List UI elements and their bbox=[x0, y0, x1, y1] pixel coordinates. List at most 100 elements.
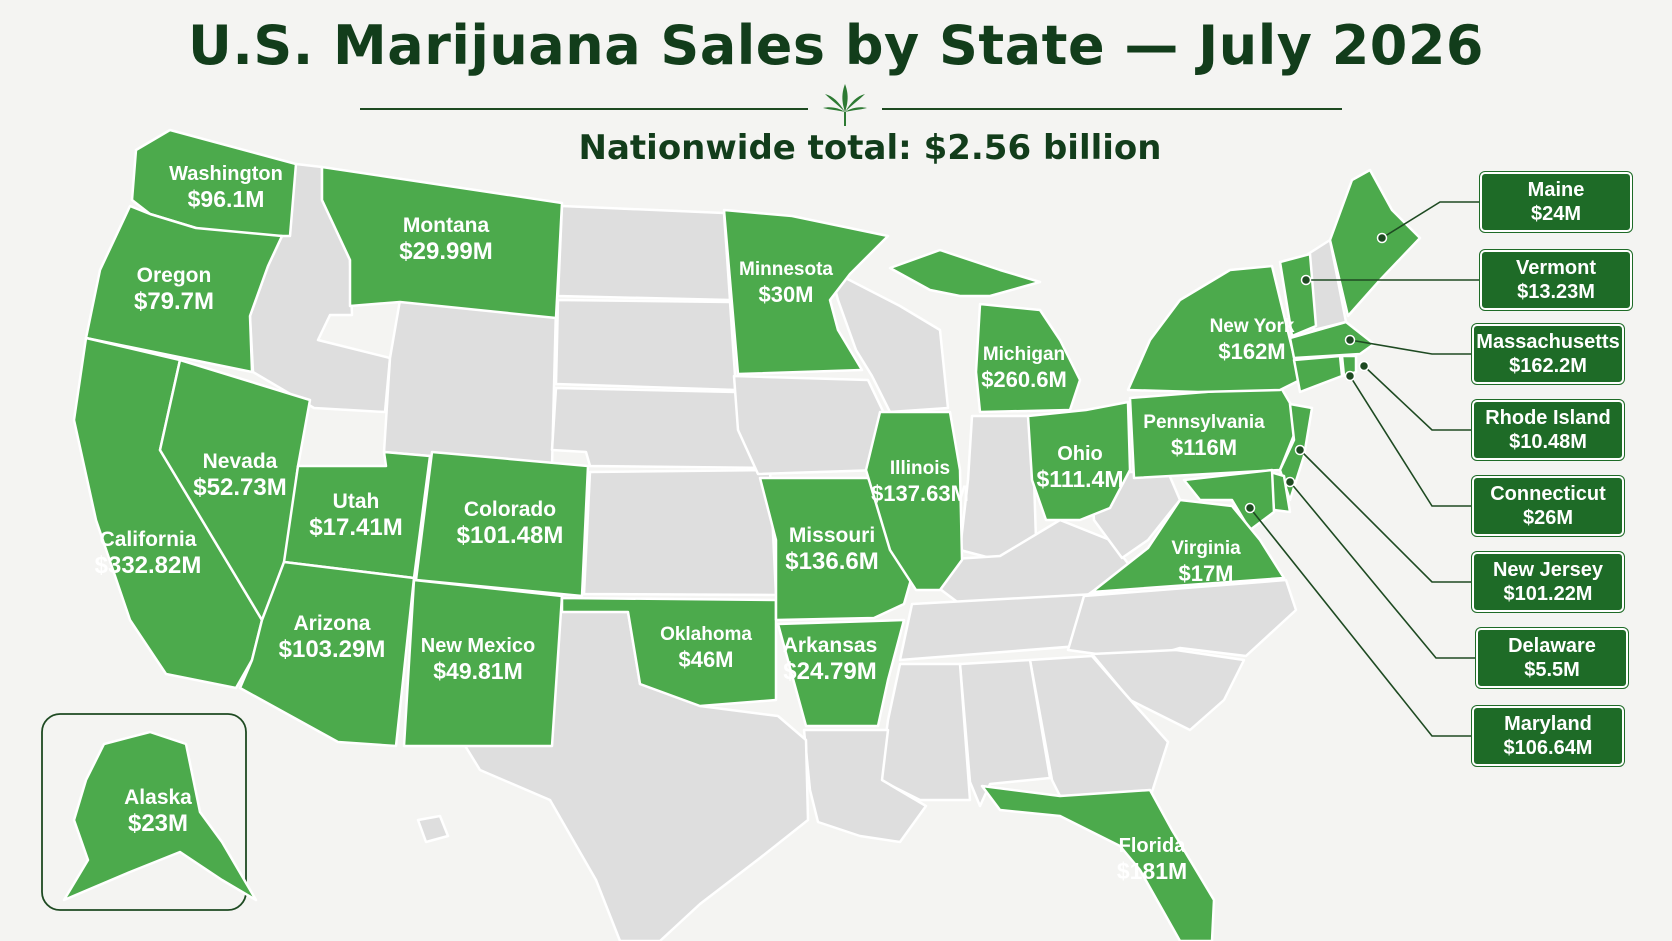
state-label-oklahoma: Oklahoma$46M bbox=[660, 624, 752, 672]
state-name: Oklahoma bbox=[660, 624, 752, 645]
state-label-minnesota: Minnesota$30M bbox=[739, 259, 833, 307]
alaska-inset-frame bbox=[41, 713, 247, 911]
state-value: $332.82M bbox=[95, 552, 202, 579]
cannabis-leaf-icon bbox=[823, 84, 867, 126]
state-label-florida: Florida$181M bbox=[1117, 835, 1187, 884]
state-value: $79.7M bbox=[134, 288, 214, 315]
state-label-montana: Montana$29.99M bbox=[399, 214, 492, 265]
callout-value: $26M bbox=[1522, 507, 1574, 529]
state-labels: Washington$96.1MOregon$79.7MCalifornia$3… bbox=[95, 163, 1295, 884]
state-value: $29.99M bbox=[399, 238, 492, 265]
state-mississippi bbox=[878, 662, 972, 802]
callout-vermont: Vermont $13.23M bbox=[1480, 250, 1632, 310]
state-name: Missouri bbox=[789, 524, 875, 547]
state-montana bbox=[320, 165, 564, 320]
state-name: Montana bbox=[403, 214, 490, 237]
state-alaska bbox=[62, 730, 258, 902]
state-name: Arizona bbox=[293, 612, 370, 635]
callout-massachusetts: Massachusetts $162.2M bbox=[1472, 324, 1624, 384]
state-value: $111.4M bbox=[1037, 466, 1124, 492]
callout-name: Delaware bbox=[1508, 635, 1596, 657]
state-name: New Mexico bbox=[421, 635, 535, 657]
callout-leaders bbox=[1244, 201, 1480, 737]
state-label-colorado: Colorado$101.48M bbox=[457, 498, 564, 549]
state-label-utah: Utah$17.41M bbox=[309, 490, 402, 541]
state-name: New York bbox=[1210, 316, 1295, 337]
state-value: $52.73M bbox=[193, 474, 286, 501]
state-label-arizona: Arizona$103.29M bbox=[279, 612, 386, 663]
state-name: Ohio bbox=[1057, 443, 1103, 465]
state-value: $103.29M bbox=[279, 636, 386, 663]
leader-dot-maine bbox=[1376, 232, 1388, 244]
state-label-arkansas: Arkansas$24.79M bbox=[783, 634, 878, 685]
state-label-california: California$332.82M bbox=[95, 528, 202, 579]
other-states bbox=[248, 162, 1348, 941]
callout-maryland: Maryland $106.64M bbox=[1472, 706, 1624, 766]
state-value: $181M bbox=[1117, 858, 1187, 884]
state-label-illinois: Illinois$137.63M bbox=[871, 458, 969, 506]
state-label-alaska: Alaska$23M bbox=[124, 786, 192, 837]
state-value: $162M bbox=[1218, 339, 1285, 364]
state-south-dakota bbox=[554, 298, 738, 392]
leader-line-rhode-island bbox=[1363, 365, 1472, 431]
state-michigan bbox=[974, 302, 1082, 414]
state-value: $17M bbox=[1178, 561, 1233, 586]
state-arizona bbox=[238, 560, 416, 748]
state-colorado bbox=[414, 450, 590, 598]
state-name: Minnesota bbox=[739, 259, 833, 280]
state-value: $23M bbox=[128, 810, 188, 837]
callout-value: $5.5M bbox=[1524, 659, 1580, 681]
state-arkansas bbox=[776, 618, 906, 728]
callout-maine: Maine $24M bbox=[1480, 172, 1632, 232]
state-label-new-mexico: New Mexico$49.81M bbox=[421, 635, 535, 684]
nationwide-total: Nationwide total: $2.56 billion bbox=[578, 128, 1162, 168]
callout-new-jersey: New Jersey $101.22M bbox=[1472, 552, 1624, 612]
state-value: $260.6M bbox=[981, 367, 1067, 392]
state-wyoming bbox=[382, 298, 558, 469]
leader-dot-connecticut bbox=[1344, 370, 1356, 382]
leader-dot-new-jersey bbox=[1294, 444, 1306, 456]
state-ohio bbox=[1026, 400, 1132, 522]
callout-name: Rhode Island bbox=[1485, 407, 1611, 429]
state-name: Nevada bbox=[203, 450, 278, 473]
callout-value: $24M bbox=[1530, 203, 1582, 225]
state-illinois bbox=[864, 410, 964, 592]
state-kansas bbox=[582, 468, 778, 597]
state-name: Alaska bbox=[124, 786, 192, 809]
state-rhode-island bbox=[1340, 354, 1358, 378]
state-value: $96.1M bbox=[188, 186, 265, 212]
leader-dot-maryland bbox=[1244, 502, 1256, 514]
leader-line-maine bbox=[1381, 201, 1480, 239]
state-value: $49.81M bbox=[433, 658, 523, 684]
state-name: Virginia bbox=[1171, 538, 1241, 559]
callout-delaware: Delaware $5.5M bbox=[1476, 628, 1628, 688]
state-name: Colorado bbox=[464, 498, 556, 521]
leader-line-new-jersey bbox=[1299, 449, 1472, 583]
state-value: $101.48M bbox=[457, 522, 564, 549]
state-name: Utah bbox=[333, 490, 380, 513]
state-new-york bbox=[1126, 264, 1302, 394]
state-label-oregon: Oregon$79.7M bbox=[134, 264, 214, 315]
state-value: $137.63M bbox=[871, 481, 969, 506]
state-north-dakota bbox=[556, 204, 732, 302]
callout-value: $10.48M bbox=[1509, 431, 1587, 453]
state-vermont bbox=[1278, 252, 1318, 338]
callout-name: Massachusetts bbox=[1476, 331, 1620, 353]
callout-name: Maryland bbox=[1504, 713, 1592, 735]
state-georgia bbox=[1028, 654, 1170, 798]
state-louisiana bbox=[802, 728, 928, 844]
state-name: Illinois bbox=[890, 458, 950, 479]
state-massachusetts bbox=[1288, 320, 1376, 360]
callout-value: $13.23M bbox=[1517, 281, 1595, 303]
state-label-michigan: Michigan$260.6M bbox=[981, 344, 1067, 392]
leader-line-maryland bbox=[1249, 507, 1472, 737]
state-new-mexico bbox=[402, 578, 564, 748]
state-label-virginia: Virginia$17M bbox=[1171, 538, 1241, 586]
state-label-ohio: Ohio$111.4M bbox=[1037, 443, 1124, 492]
state-label-missouri: Missouri$136.6M bbox=[785, 524, 878, 575]
leader-dot-delaware bbox=[1284, 476, 1296, 488]
callout-name: Vermont bbox=[1515, 257, 1597, 279]
page-title: U.S. Marijuana Sales by State — July 202… bbox=[187, 14, 1485, 77]
